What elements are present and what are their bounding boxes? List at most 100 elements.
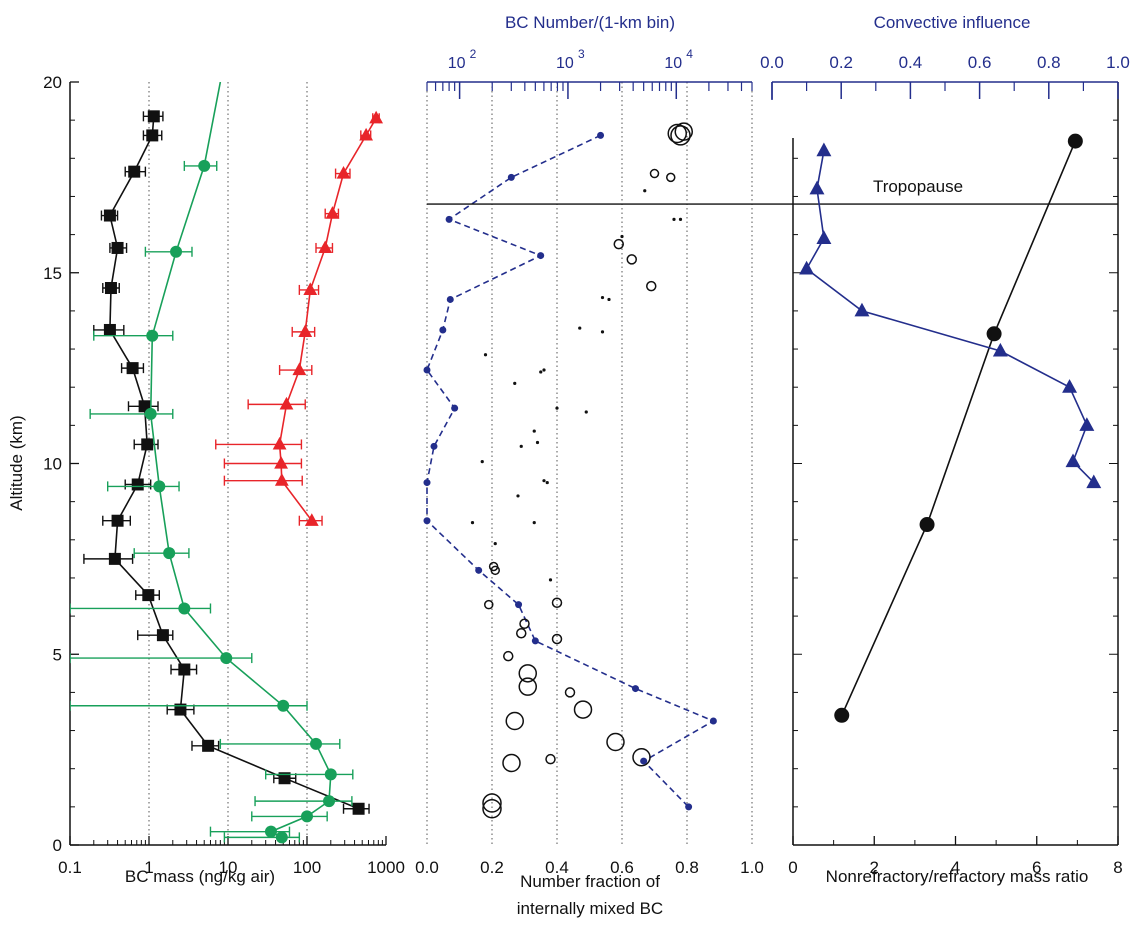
panel1-series-2-point: [274, 456, 288, 469]
panel2-top-tick-label: 10: [448, 55, 466, 72]
panel3-ratio-point: [834, 707, 850, 723]
panel1-series-0-point: [352, 802, 365, 815]
panel2-fraction-circle: [551, 633, 563, 645]
panel2-fraction-circle: [519, 618, 530, 629]
panel2-fraction-circle: [505, 711, 524, 731]
panel2-number-point: [439, 326, 447, 334]
panel2-number-point: [709, 717, 717, 725]
panel3-x-tick-label: 2: [870, 858, 879, 877]
panel1-y-tick-label: 10: [43, 455, 62, 474]
panel3-top-tick-label: 1.0: [1106, 53, 1130, 72]
panel1-series-1-point: [324, 768, 337, 781]
panel1-series-1-point: [277, 699, 290, 712]
panel2-fraction-dot: [578, 326, 582, 330]
panel2-fraction-dot: [542, 479, 546, 483]
panel2-number-point: [451, 404, 459, 412]
panel1-series-0-point: [103, 323, 116, 336]
panel1-series-2-point: [279, 396, 294, 410]
panel2-fraction-circle: [674, 122, 693, 141]
panel2-fraction-dot: [470, 521, 475, 525]
panel2-fraction-circle: [613, 238, 624, 250]
panel1-series-0-point: [103, 209, 116, 222]
panel1-x-tick-label: 100: [293, 858, 321, 877]
panel1-series-1-line: [149, 82, 332, 839]
panel2-fraction-dot: [607, 297, 611, 302]
panel2-fraction-dot: [600, 295, 605, 300]
panel3-ratio-point: [1067, 133, 1083, 149]
panel2-fraction-dot: [539, 370, 543, 374]
panel1-series-0-point: [147, 110, 160, 123]
panel3-convective-point: [1062, 379, 1078, 393]
panel3-x-tick-label: 6: [1032, 858, 1041, 877]
panel2-top-tick-exponent: 3: [578, 47, 585, 61]
panel3-xlabel: Nonrefractory/refractory mass ratio: [826, 867, 1089, 886]
panel2-number-point: [515, 601, 523, 609]
panel3-x-tick-label: 0: [788, 858, 797, 877]
panel1-y-tick-label: 15: [43, 264, 62, 283]
panel2-fraction-circle: [518, 664, 537, 683]
panel2-number-point: [423, 479, 431, 487]
panel2-number-point: [446, 295, 454, 303]
panel3-x-tick-label: 4: [951, 858, 960, 877]
panel2-fraction-dot: [480, 459, 484, 464]
panel3-x-tick-label: 8: [1113, 858, 1122, 877]
panel1-series-1-point: [220, 652, 233, 665]
panel2-number-point: [430, 442, 438, 450]
panel2-xlabel-line1: Number fraction of: [520, 872, 660, 891]
panel2-fraction-circle: [503, 650, 514, 662]
panel2-fraction-dot: [643, 189, 647, 193]
panel3-convective-point: [1086, 474, 1102, 489]
panel2-fraction-circle: [667, 123, 687, 144]
panel2-number-point: [445, 215, 453, 223]
panel2-fraction-dot: [672, 217, 676, 221]
panel2-number-point: [423, 366, 431, 374]
panel1-series-2-point: [292, 362, 307, 376]
panel2-top-xlabel: BC Number/(1-km bin): [505, 13, 675, 32]
panel2-fraction-circle: [482, 793, 502, 813]
panel1-series-2-point: [272, 436, 287, 450]
panel1-data: [70, 82, 384, 844]
panel1-series-1-point: [163, 547, 176, 560]
panel1-series-1-point: [310, 737, 323, 750]
panel3-convective-point: [1065, 453, 1081, 468]
panel3-top-tick-label: 0.0: [760, 53, 784, 72]
panel2-fraction-circle: [545, 753, 556, 765]
panel1-series-0-point: [178, 663, 191, 676]
panel1-series-2-point: [325, 206, 340, 219]
panel2-number-point: [685, 803, 693, 811]
panel1-series-0-point: [128, 165, 141, 178]
panel1-series-1-point: [323, 795, 336, 808]
panel2-fraction-dot: [620, 234, 624, 239]
panel1-series-1-point: [144, 407, 157, 420]
panel2-fraction-dot: [519, 444, 523, 448]
panel2-fraction-circle: [551, 597, 563, 608]
panel1-series-0-point: [108, 552, 121, 565]
panel2-fraction-dot: [542, 368, 546, 372]
panel1-series-0-point: [141, 438, 154, 451]
panel2-fraction-dot: [493, 542, 497, 546]
panel2-fraction-circle: [626, 254, 637, 265]
panel1-series-1-point: [170, 245, 183, 258]
panel2-fraction-circle: [670, 125, 691, 146]
panel1-series-0-point: [111, 241, 124, 254]
panel1-y-tick-label: 0: [53, 836, 62, 855]
panel1-y-tick-label: 5: [53, 645, 62, 664]
panel1-x-tick-label: 10: [219, 858, 238, 877]
panel2-number-point: [531, 637, 539, 645]
panel1-series-1-point: [264, 825, 277, 838]
panel2-fraction-circle: [488, 561, 499, 572]
panel2-fraction-circle: [573, 700, 593, 719]
panel2-x-tick-label: 1.0: [740, 858, 764, 877]
panel2-fraction-dot: [483, 353, 488, 357]
panel2-fraction-circle: [516, 628, 527, 639]
panel1-ylabel: Altitude (km): [7, 415, 26, 510]
panel3-convective-point: [1079, 417, 1095, 431]
panel1-series-2-point: [369, 110, 384, 124]
panel2-fraction-circle: [646, 280, 657, 292]
panel1-series-0-line: [109, 116, 359, 810]
panel2-fraction-dot: [555, 406, 559, 410]
panel2-top-tick-exponent: 2: [470, 47, 477, 61]
panel1-series-0-point: [111, 514, 124, 527]
panel2-x-tick-label: 0.8: [675, 858, 699, 877]
